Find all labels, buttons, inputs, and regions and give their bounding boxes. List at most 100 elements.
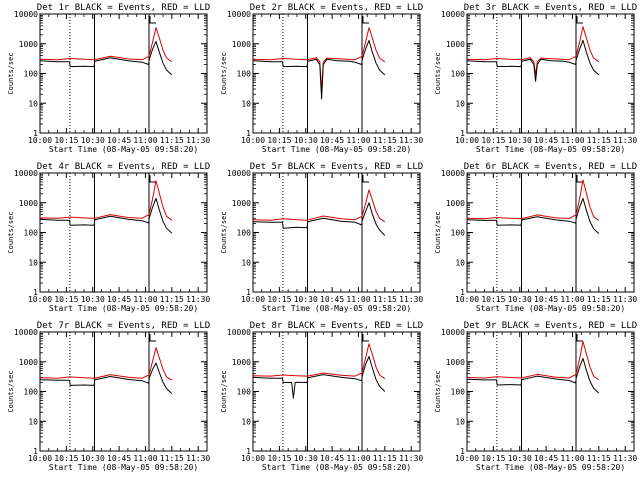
chart-panel-2: Det 2r BLACK = Events, RED = LLD 1 10 100 10… (220, 3, 423, 154)
x-tick-label: 10:30 (508, 136, 532, 145)
x-tick-label: 10:45 (107, 295, 131, 304)
y-tick-label: 10 (241, 99, 251, 108)
x-tick-label: 11:00 (346, 454, 370, 463)
y-tick-label: 1 (33, 447, 38, 456)
x-axis-label: Start Time (08-May-05 09:58:20) (476, 463, 625, 472)
x-tick-label: 11:30 (186, 295, 210, 304)
series-line-events (466, 39, 600, 82)
interval-bracket-mark (362, 334, 369, 342)
y-axis-label: Counts/sec (7, 211, 15, 253)
series-line-lld (252, 27, 386, 92)
x-tick-label: 10:15 (54, 295, 78, 304)
x-tick-label: 11:15 (160, 454, 184, 463)
y-tick-label: 10 (455, 99, 465, 108)
chart-title: Det 5r BLACK = Events, RED = LLD (250, 162, 423, 172)
plot-frame (39, 172, 208, 293)
chart-title: Det 4r BLACK = Events, RED = LLD (37, 162, 210, 172)
plot-frame (39, 331, 208, 452)
y-tick-label: 1000 (19, 199, 38, 208)
x-axis-label: Start Time (08-May-05 09:58:20) (262, 463, 411, 472)
chart-panel-1: Det 1r BLACK = Events, RED = LLD 1 10 100 10… (7, 3, 210, 154)
x-tick-label: 11:00 (133, 136, 157, 145)
x-tick-label: 10:30 (508, 295, 532, 304)
interval-bracket-mark (149, 175, 156, 183)
series-line-events (466, 357, 600, 394)
x-axis-label: Start Time (08-May-05 09:58:20) (262, 145, 411, 154)
y-tick-label: 100 (24, 229, 39, 238)
x-tick-label: 11:15 (160, 295, 184, 304)
series-line-lld (39, 347, 173, 381)
x-tick-label: 10:15 (54, 136, 78, 145)
x-tick-label: 10:45 (534, 295, 558, 304)
y-tick-label: 10 (241, 417, 251, 426)
x-tick-label: 10:30 (294, 454, 318, 463)
x-tick-label: 10:15 (481, 136, 505, 145)
y-tick-label: 1000 (232, 40, 251, 49)
y-tick-label: 100 (24, 70, 39, 79)
chart-panel-8: Det 8r BLACK = Events, RED = LLD 1 10 100 10… (220, 321, 423, 472)
x-tick-label: 11:15 (373, 295, 397, 304)
series-line-lld (466, 179, 600, 221)
x-tick-label: 11:15 (373, 454, 397, 463)
y-tick-label: 1000 (232, 358, 251, 367)
y-tick-label: 1 (33, 288, 38, 297)
x-tick-label: 11:00 (560, 295, 584, 304)
interval-bracket-mark (576, 334, 583, 342)
y-tick-label: 10000 (227, 328, 251, 337)
x-tick-label: 10:30 (81, 136, 105, 145)
chart-panel-9: Det 9r BLACK = Events, RED = LLD 1 10 100 10… (434, 321, 637, 472)
y-tick-label: 1000 (19, 358, 38, 367)
x-tick-label: 10:45 (534, 136, 558, 145)
y-axis-label: Counts/sec (7, 52, 15, 94)
x-axis-label: Start Time (08-May-05 09:58:20) (49, 304, 198, 313)
y-tick-label: 1 (460, 288, 465, 297)
chart-panel-6: Det 6r BLACK = Events, RED = LLD 1 10 100 10… (434, 162, 637, 313)
y-tick-label: 1000 (446, 40, 465, 49)
x-tick-label: 11:30 (399, 295, 423, 304)
series-line-lld (39, 180, 173, 221)
series-line-events (39, 362, 173, 394)
y-tick-label: 10000 (441, 10, 465, 19)
x-axis-label: Start Time (08-May-05 09:58:20) (262, 304, 411, 313)
x-tick-label: 10:45 (107, 136, 131, 145)
y-tick-label: 10000 (441, 328, 465, 337)
chart-panel-4: Det 4r BLACK = Events, RED = LLD 1 10 100 10… (7, 162, 210, 313)
y-tick-label: 10000 (14, 10, 38, 19)
x-axis-label: Start Time (08-May-05 09:58:20) (476, 145, 625, 154)
x-tick-label: 10:45 (320, 136, 344, 145)
x-tick-label: 11:30 (399, 454, 423, 463)
y-tick-label: 10 (28, 417, 38, 426)
y-tick-label: 10 (241, 258, 251, 267)
plot-frame (252, 13, 421, 134)
plot-frame (252, 172, 421, 293)
y-axis-label: Counts/sec (434, 211, 442, 253)
x-tick-label: 10:00 (28, 136, 52, 145)
y-axis-label: Counts/sec (220, 211, 228, 253)
x-tick-label: 11:30 (399, 136, 423, 145)
x-tick-label: 10:45 (107, 454, 131, 463)
chart-title: Det 2r BLACK = Events, RED = LLD (250, 3, 423, 13)
chart-panel-5: Det 5r BLACK = Events, RED = LLD 1 10 100 10… (220, 162, 423, 313)
y-tick-label: 1000 (446, 199, 465, 208)
x-tick-label: 10:45 (534, 454, 558, 463)
series-line-events (39, 197, 173, 234)
y-tick-label: 100 (237, 229, 252, 238)
y-tick-label: 100 (237, 70, 252, 79)
y-tick-label: 1 (460, 447, 465, 456)
y-tick-label: 1000 (19, 40, 38, 49)
x-tick-label: 10:00 (455, 136, 479, 145)
x-tick-label: 11:30 (613, 454, 637, 463)
y-tick-label: 10 (455, 417, 465, 426)
chart-title: Det 3r BLACK = Events, RED = LLD (464, 3, 637, 13)
x-tick-label: 10:30 (81, 295, 105, 304)
series-line-events (466, 197, 600, 234)
x-tick-label: 10:30 (294, 136, 318, 145)
chart-title: Det 6r BLACK = Events, RED = LLD (464, 162, 637, 172)
y-tick-label: 10000 (14, 169, 38, 178)
x-tick-label: 11:00 (346, 295, 370, 304)
y-tick-label: 1000 (446, 358, 465, 367)
y-tick-label: 100 (24, 388, 39, 397)
x-tick-label: 10:00 (455, 295, 479, 304)
y-tick-label: 10000 (14, 328, 38, 337)
